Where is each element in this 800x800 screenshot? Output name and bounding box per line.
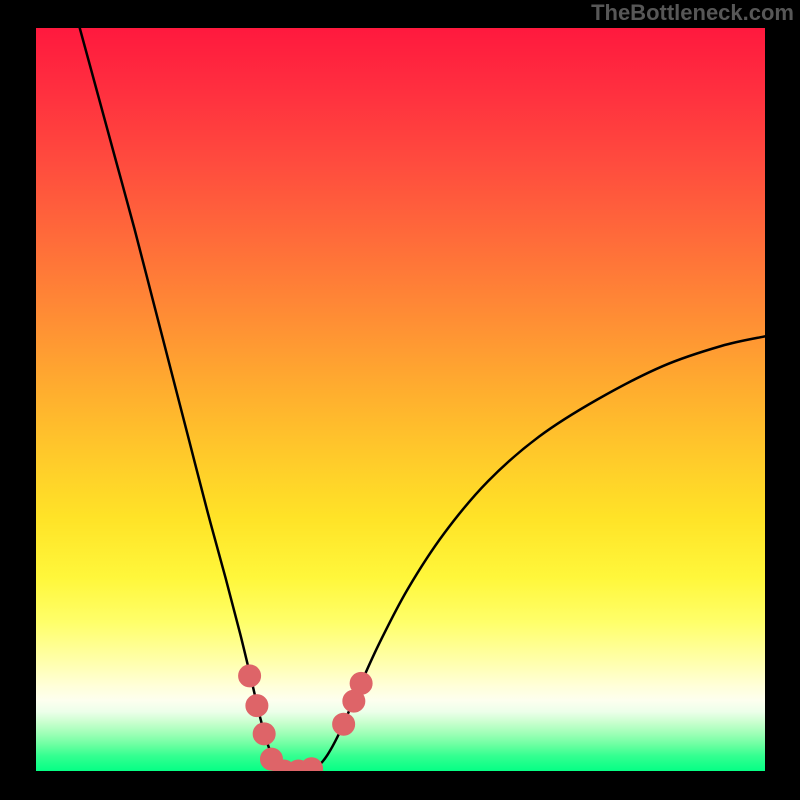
curve-marker <box>301 758 323 771</box>
curve-marker <box>333 713 355 735</box>
attribution-watermark: TheBottleneck.com <box>591 0 794 24</box>
curve-marker <box>350 672 372 694</box>
curve-markers <box>239 665 373 771</box>
bottleneck-chart: TheBottleneck.com <box>0 0 800 800</box>
curve-marker <box>239 665 261 687</box>
curve-marker <box>246 695 268 717</box>
curve-overlay-svg <box>36 28 765 771</box>
plot-area <box>36 28 765 771</box>
bottleneck-curve-path <box>80 28 765 771</box>
curve-marker <box>253 723 275 745</box>
